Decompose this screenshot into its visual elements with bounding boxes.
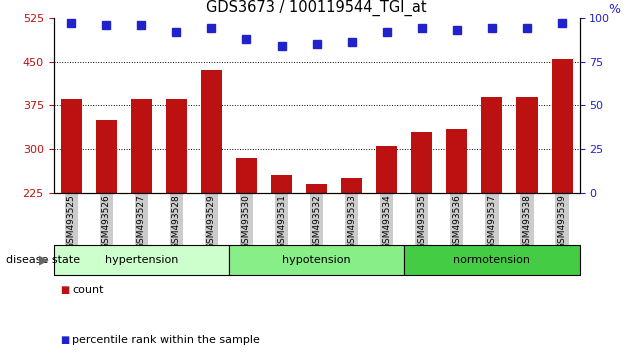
Bar: [96, 120, 117, 193]
Text: %: %: [609, 3, 621, 16]
Bar: [517, 97, 537, 193]
Title: GDS3673 / 100119544_TGI_at: GDS3673 / 100119544_TGI_at: [206, 0, 427, 16]
Bar: [54, 245, 229, 275]
Bar: [306, 184, 327, 193]
Text: normotension: normotension: [454, 255, 530, 265]
Bar: [201, 70, 222, 193]
Bar: [551, 58, 573, 193]
Text: disease state: disease state: [6, 255, 81, 265]
Text: hypotension: hypotension: [282, 255, 351, 265]
Text: ■: ■: [60, 335, 69, 345]
Bar: [481, 97, 503, 193]
Bar: [404, 245, 580, 275]
Bar: [236, 158, 257, 193]
Bar: [341, 178, 362, 193]
Bar: [130, 99, 152, 193]
Text: count: count: [72, 285, 104, 295]
Text: ▶: ▶: [39, 254, 49, 267]
Text: hypertension: hypertension: [105, 255, 178, 265]
Bar: [60, 99, 82, 193]
Bar: [229, 245, 404, 275]
Bar: [166, 99, 187, 193]
Bar: [411, 132, 432, 193]
Bar: [271, 176, 292, 193]
Text: ■: ■: [60, 285, 69, 295]
Bar: [376, 146, 398, 193]
Text: percentile rank within the sample: percentile rank within the sample: [72, 335, 260, 345]
Bar: [446, 129, 467, 193]
